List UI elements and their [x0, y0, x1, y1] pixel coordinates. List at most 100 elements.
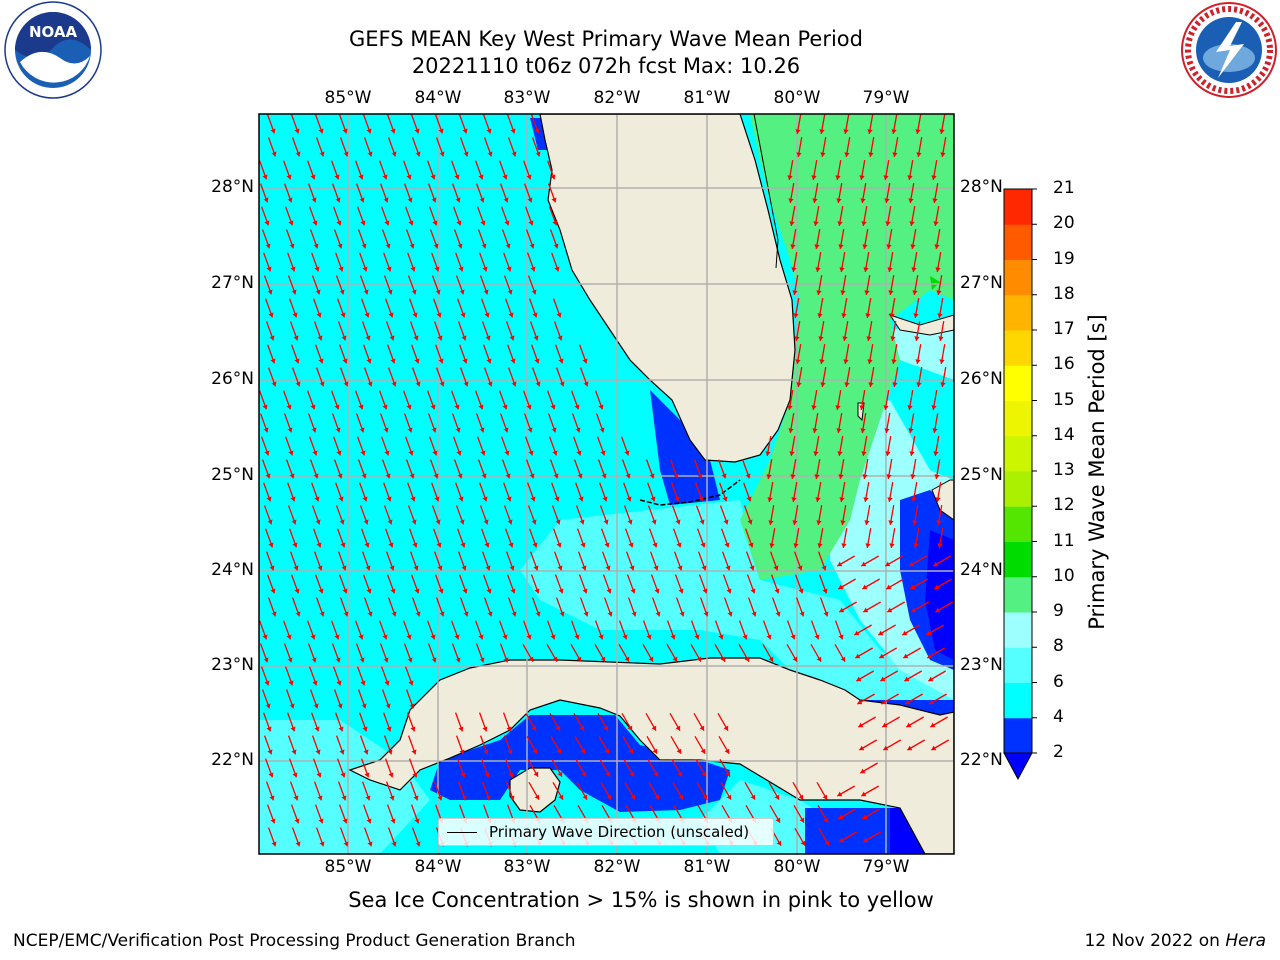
wave-direction-arrow: [481, 551, 491, 571]
wave-direction-arrow: [528, 528, 538, 548]
colorbar-segment: [1004, 365, 1032, 401]
grand-bahama: [888, 314, 954, 336]
wave-direction-arrow: [426, 390, 436, 410]
wave-direction-arrow: [841, 298, 848, 318]
wave-direction-arrow: [410, 114, 420, 134]
wave-direction-arrow: [522, 620, 532, 640]
wave-direction-arrow: [553, 551, 563, 571]
wave-direction-arrow: [933, 206, 940, 226]
wave-direction-arrow: [553, 321, 563, 341]
wave-direction-arrow: [762, 620, 772, 640]
wave-direction-arrow: [531, 597, 541, 617]
wave-direction-arrow: [819, 344, 826, 364]
wave-direction-arrow: [498, 620, 508, 640]
wave-direction-arrow: [288, 528, 298, 548]
wave-direction-arrow: [576, 782, 588, 800]
wave-direction-arrow: [794, 321, 801, 341]
wave-direction-arrow: [355, 183, 365, 203]
wave-direction-arrow: [479, 735, 489, 755]
wave-direction-arrow: [506, 344, 516, 364]
wave-direction-arrow: [624, 782, 636, 800]
wave-direction-arrow: [309, 229, 319, 249]
latitude-tick-left: 22°N: [211, 750, 254, 770]
wave-direction-arrow: [719, 759, 731, 777]
wave-direction-arrow: [259, 160, 268, 180]
wave-direction-arrow: [309, 459, 319, 479]
wave-direction-arrow: [266, 804, 276, 824]
wave-direction-arrow: [456, 298, 466, 318]
wave-direction-arrow: [547, 183, 557, 203]
wave-direction-arrow: [909, 555, 927, 567]
wave-direction-arrow: [914, 321, 921, 341]
wave-direction-arrow: [886, 459, 893, 479]
wave-direction-arrow: [380, 206, 390, 226]
gridlines: [259, 114, 954, 854]
wave-direction-arrow: [524, 436, 534, 456]
wave-direction-arrow: [594, 620, 604, 640]
wave-direction-arrow: [432, 528, 442, 548]
wave-direction-arrow: [862, 229, 869, 249]
wave-direction-arrow: [550, 482, 560, 502]
wave-direction-arrow: [430, 252, 440, 272]
wave-direction-arrow: [578, 344, 588, 364]
wave-direction-arrow: [315, 367, 325, 387]
wave-direction-arrow: [881, 693, 899, 705]
wave-direction-arrow: [792, 275, 799, 295]
wave-direction-arrow: [450, 620, 460, 640]
wave-direction-arrow: [888, 275, 895, 295]
wave-direction-arrow: [335, 505, 345, 525]
colorbar-segment: [1004, 294, 1032, 331]
wave-direction-arrow: [884, 183, 891, 203]
wave-direction-arrow: [379, 643, 389, 663]
wave-direction-arrow: [479, 505, 489, 525]
wave-direction-arrow: [836, 183, 843, 203]
colorbar-tick-label: 16: [1053, 354, 1075, 375]
wave-direction-arrow: [386, 574, 396, 594]
wave-direction-arrow: [669, 713, 681, 731]
wave-direction-arrow: [796, 137, 803, 157]
wave-direction-arrow: [459, 597, 469, 617]
wave-direction-arrow: [648, 528, 658, 548]
wave-direction-arrow: [891, 114, 898, 134]
wave-direction-arrow: [362, 804, 372, 824]
wave-direction-arrow: [507, 597, 517, 617]
wave-direction-arrow: [312, 298, 322, 318]
wave-direction-arrow: [911, 601, 929, 613]
wave-direction-arrow: [861, 436, 868, 456]
wave-direction-arrow: [357, 689, 367, 709]
wave-direction-arrow: [672, 782, 684, 800]
wave-direction-arrow: [787, 390, 794, 410]
wave-direction-arrow: [502, 482, 512, 502]
wave-direction-arrow: [913, 528, 920, 548]
colorbar-tick-label: 4: [1053, 706, 1064, 727]
wave-direction-arrow: [666, 620, 676, 640]
wave-direction-arrow: [863, 482, 870, 502]
wave-direction-arrow: [307, 643, 317, 663]
wave-direction-arrow: [386, 114, 396, 134]
wave-direction-arrow: [843, 114, 850, 134]
latitude-tick-right: 26°N: [960, 369, 1003, 389]
wave-direction-arrow: [402, 620, 412, 640]
wave-direction-arrow: [332, 666, 342, 686]
latitude-tick-left: 28°N: [211, 177, 254, 197]
wave-direction-arrow: [936, 505, 943, 525]
wave-direction-arrow: [386, 804, 396, 824]
wave-direction-arrow: [259, 620, 268, 640]
wave-direction-arrow: [478, 252, 488, 272]
wave-direction-arrow: [835, 390, 842, 410]
wave-direction-arrow: [525, 229, 535, 249]
wave-direction-arrow: [403, 643, 413, 663]
wave-direction-arrow: [795, 114, 802, 134]
wave-direction-arrow: [265, 781, 275, 801]
colorbar-label: Primary Wave Mean Period [s]: [1085, 314, 1109, 630]
wave-direction-arrow: [745, 551, 755, 571]
wave-direction-arrow: [307, 183, 317, 203]
wave-direction-arrow: [454, 712, 464, 732]
florida-east-coast-line: [720, 114, 779, 269]
wave-direction-arrow: [571, 413, 581, 433]
wave-direction-arrow: [546, 644, 558, 662]
wave-direction-arrow: [916, 137, 923, 157]
wave-direction-arrow: [504, 298, 514, 318]
wave-direction-arrow: [507, 367, 517, 387]
wave-direction-arrow: [427, 643, 437, 663]
